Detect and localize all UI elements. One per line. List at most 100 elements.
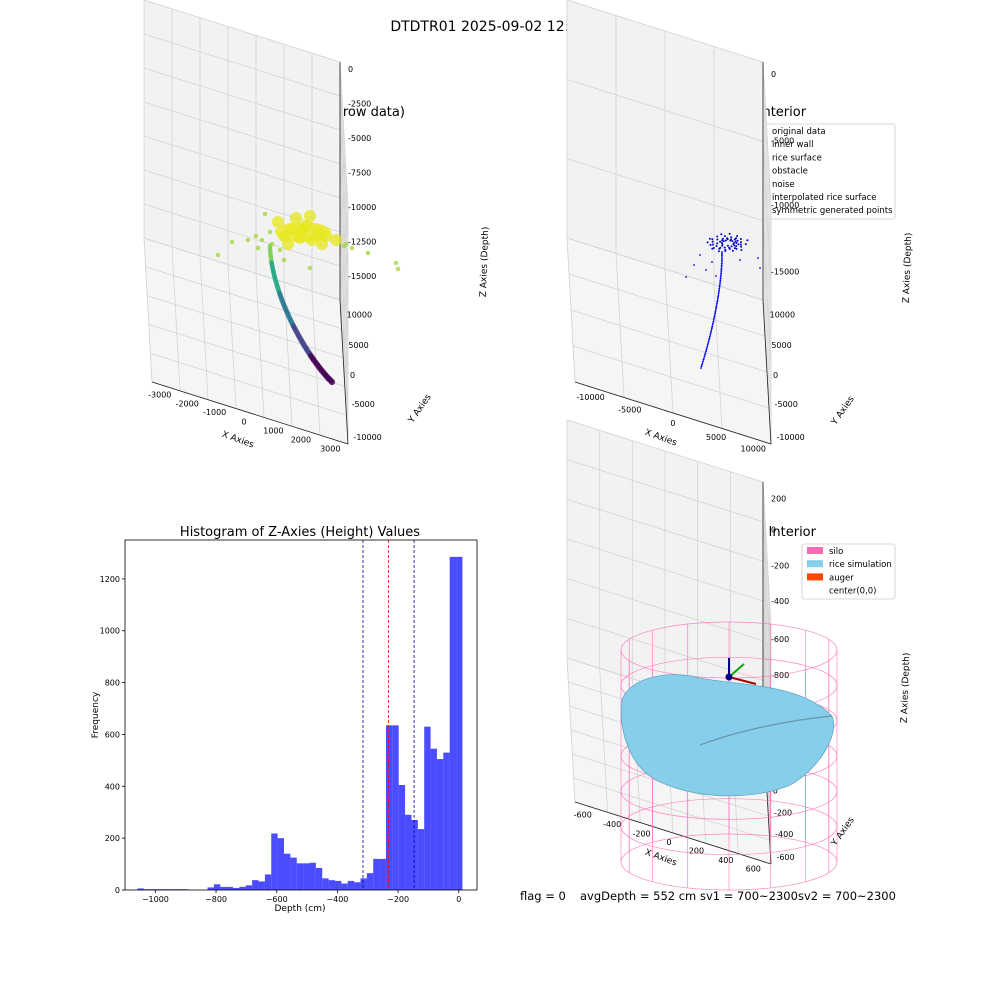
p2-point xyxy=(735,247,738,250)
p2-point xyxy=(700,367,702,369)
p3-bar xyxy=(296,863,304,890)
p3-ytick: 1000 xyxy=(100,627,120,636)
p2-point xyxy=(714,312,716,315)
p2-point xyxy=(708,337,711,340)
p4-center-x-arrow xyxy=(728,676,757,685)
panel-4-legend: silo rice simulation auger center(0,0) xyxy=(801,543,896,600)
p4-legend-frame xyxy=(801,543,896,600)
p1-grid-z xyxy=(143,101,341,165)
p1-point xyxy=(245,237,251,243)
panel-classify-3d: 3D classify of Silo Interior X Axies Y A… xyxy=(566,0,914,454)
p1-point xyxy=(330,234,342,246)
p2-point xyxy=(707,340,710,343)
p2-ztick: -5000 xyxy=(771,137,794,146)
p2-point xyxy=(703,355,706,358)
p3-bar xyxy=(284,853,291,890)
p4-legend-swatch xyxy=(807,573,823,581)
p2-point xyxy=(706,241,709,244)
p2-point xyxy=(712,247,715,249)
p3-bar xyxy=(315,867,323,890)
p1-ytick: -5000 xyxy=(352,400,375,409)
p2-grid-z xyxy=(566,237,764,301)
p1-ytick: 10000 xyxy=(347,311,372,320)
p2-point xyxy=(740,241,742,244)
p3-bar xyxy=(207,887,214,890)
p2-point xyxy=(730,245,733,248)
p3-bar xyxy=(271,833,278,890)
p2-point xyxy=(701,362,704,364)
p1-grid-z xyxy=(143,0,341,63)
p1-point xyxy=(304,210,316,222)
p4-grid-z xyxy=(566,459,764,523)
p2-grid-y xyxy=(568,273,766,337)
p4-legend-swatch xyxy=(807,560,823,568)
p1-xtick: 1000 xyxy=(263,427,283,436)
p1-xtick: 2000 xyxy=(291,435,311,444)
p2-point xyxy=(706,345,709,348)
panel-3-title: Histogram of Z-Axies (Height) Values xyxy=(180,525,420,540)
p1-xtick: 0 xyxy=(241,417,246,426)
panel-2-legend: original data inner wall rice surface obsta… xyxy=(744,123,896,220)
p1-ytick: -10000 xyxy=(353,433,381,442)
p4-ztick: -400 xyxy=(771,597,789,606)
p2-point xyxy=(710,330,712,333)
p4-xtick: -400 xyxy=(603,820,621,829)
p2-point xyxy=(724,250,727,252)
p2-point xyxy=(705,350,707,353)
p2-point xyxy=(720,233,723,236)
p2-point xyxy=(735,241,738,244)
p2-point xyxy=(723,235,726,238)
p2-grid-z xyxy=(762,220,772,365)
p3-bar xyxy=(424,726,431,890)
p1-point xyxy=(328,378,336,386)
p1-grid-z xyxy=(143,33,341,97)
p2-point xyxy=(685,276,687,278)
p2-point xyxy=(704,352,707,354)
panel-histogram: Histogram of Z-Axies (Height) Values Dep… xyxy=(91,525,478,914)
p2-point xyxy=(711,327,713,330)
p3-bar xyxy=(334,880,342,890)
p3-bar xyxy=(277,838,284,890)
p2-point xyxy=(712,319,715,321)
p3-xtick: −200 xyxy=(387,895,409,904)
p3-bar xyxy=(245,885,253,890)
p1-ytick: 0 xyxy=(350,371,355,380)
p1-ztick: 0 xyxy=(348,65,353,74)
p3-bar xyxy=(322,878,329,890)
p4-x-axis xyxy=(574,801,772,865)
p2-point xyxy=(721,241,723,244)
p2-point xyxy=(720,271,723,273)
p2-point xyxy=(718,285,721,288)
p2-point xyxy=(720,262,723,265)
p2-legend-label: symmetric generated points xyxy=(772,206,893,216)
figure-title: DTDTR01 2025-09-02 12:23:08 xyxy=(390,19,609,35)
p2-point xyxy=(726,237,729,240)
p1-xtick: -2000 xyxy=(176,399,199,408)
p2-point xyxy=(720,266,723,268)
p4-legend-swatch xyxy=(807,586,823,594)
p3-xtick: −600 xyxy=(266,895,288,904)
p1-ztick: -10000 xyxy=(348,203,376,212)
p2-point xyxy=(730,238,733,241)
p3-bar xyxy=(252,880,259,890)
panel-simulation-3d: 3D simulation of Silo Interior X Axies Y… xyxy=(566,419,912,891)
p2-point xyxy=(716,242,719,245)
p4-ztick: 0 xyxy=(771,526,776,535)
p4-grid-z xyxy=(762,481,772,627)
p2-point xyxy=(716,302,718,305)
p2-point xyxy=(721,257,723,260)
p3-bar xyxy=(436,759,444,890)
p2-point xyxy=(721,261,723,263)
p3-bar xyxy=(405,814,412,890)
p2-point xyxy=(716,238,719,241)
p2-point xyxy=(721,259,723,262)
p2-point xyxy=(709,244,712,246)
p3-xtick: −400 xyxy=(326,895,348,904)
p2-point xyxy=(717,292,720,295)
p2-point xyxy=(715,304,718,306)
p1-point xyxy=(253,233,259,239)
p2-grid-z xyxy=(566,158,764,222)
p2-y-axis xyxy=(762,299,772,445)
p2-point xyxy=(718,284,721,286)
p1-grid-y xyxy=(150,352,347,416)
